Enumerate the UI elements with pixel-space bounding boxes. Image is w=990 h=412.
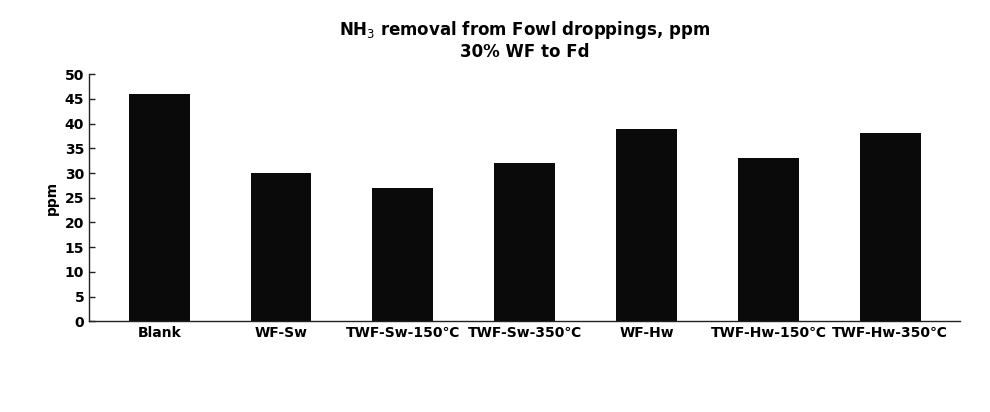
Bar	[738, 158, 799, 321]
Bar	[494, 163, 555, 321]
Bar	[129, 94, 190, 321]
Bar	[859, 133, 921, 321]
Y-axis label: ppm: ppm	[46, 181, 59, 215]
Title: NH$_3$ removal from Fowl droppings, ppm
30% WF to Fd: NH$_3$ removal from Fowl droppings, ppm …	[340, 19, 710, 61]
Bar	[616, 129, 677, 321]
Bar	[372, 188, 434, 321]
Bar	[250, 173, 312, 321]
